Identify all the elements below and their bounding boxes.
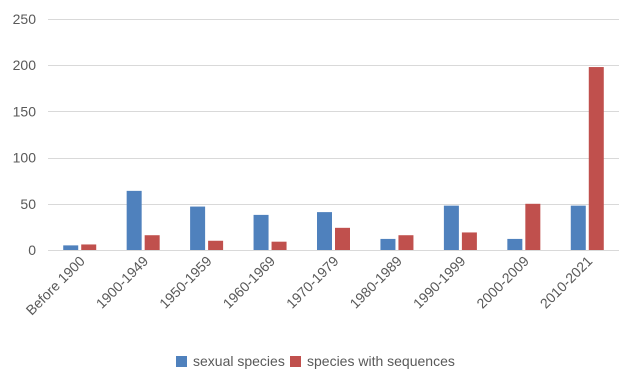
x-tick-label: 1990-1999 [410, 253, 469, 312]
legend-label: sexual species [193, 353, 285, 369]
bar-species-with-sequences [588, 67, 604, 250]
bar-sexual-species [317, 212, 332, 250]
y-tick-label: 100 [13, 150, 37, 166]
y-tick-label: 200 [13, 57, 37, 73]
y-axis-ticks: 0 50 100 150 200 250 [13, 11, 37, 258]
legend: sexual species species with sequences [176, 353, 455, 369]
bar-sexual-species [253, 214, 269, 250]
bars [63, 67, 604, 250]
bar-species-with-sequences [208, 240, 224, 250]
bar-sexual-species [63, 245, 79, 250]
x-tick-label: 1970-1979 [283, 253, 342, 312]
legend-swatch [290, 356, 301, 367]
x-axis-ticks: Before 1900 1900-1949 1950-1959 1960-1969 19… [23, 253, 596, 318]
legend-swatch [176, 356, 187, 367]
bar-sexual-species [380, 238, 396, 250]
bar-species-with-sequences [398, 235, 414, 250]
bar-species-with-sequences [525, 203, 541, 250]
gridlines [48, 19, 619, 251]
bar-sexual-species [443, 205, 459, 250]
bar-species-with-sequences [144, 235, 160, 250]
x-tick-label: 2000-2009 [473, 253, 532, 312]
bar-species-with-sequences [271, 241, 287, 250]
bar-sexual-species [507, 238, 523, 250]
bar-species-with-sequences [335, 227, 350, 250]
x-tick-label: Before 1900 [23, 253, 88, 318]
x-tick-label: 1960-1969 [220, 253, 279, 312]
bar-species-with-sequences [461, 232, 477, 250]
x-tick-label: 1950-1959 [156, 253, 215, 312]
legend-label: species with sequences [307, 353, 455, 369]
y-tick-label: 50 [20, 196, 36, 212]
bar-species-with-sequences [81, 244, 97, 250]
bar-sexual-species [126, 190, 142, 250]
x-tick-label: 1900-1949 [93, 253, 152, 312]
x-tick-label: 2010-2021 [537, 253, 596, 312]
bar-sexual-species [190, 206, 206, 250]
bar-sexual-species [570, 205, 586, 250]
x-tick-label: 1980-1989 [346, 253, 405, 312]
y-tick-label: 150 [13, 103, 37, 119]
y-tick-label: 0 [28, 242, 36, 258]
y-tick-label: 250 [13, 11, 37, 27]
